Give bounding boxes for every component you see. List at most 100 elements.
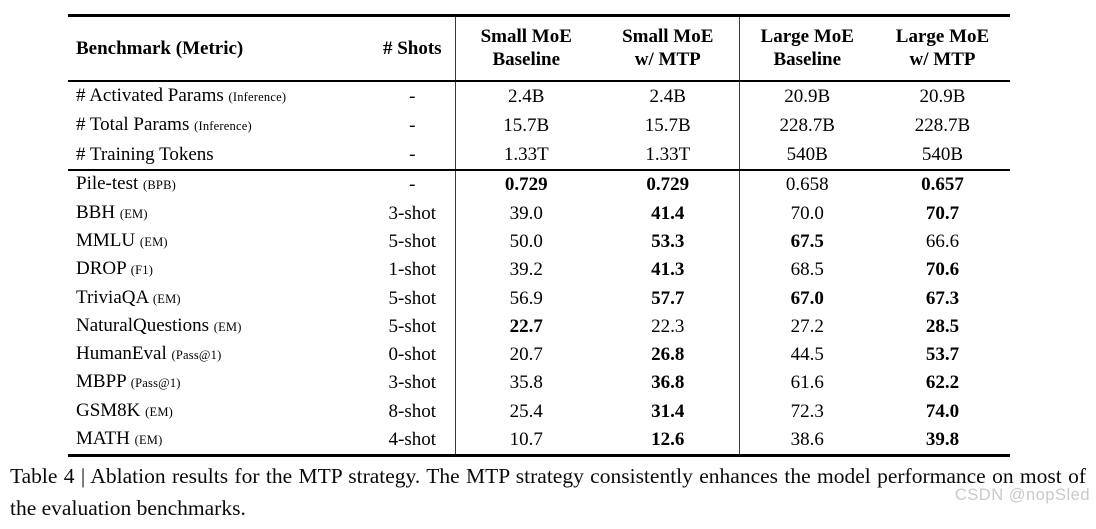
benchmark-cell: # Training Tokens — [68, 140, 370, 170]
header-large-moe-mtp: Large MoE w/ MTP — [875, 16, 1010, 82]
shots-cell: 1-shot — [388, 259, 437, 281]
value-cell: 0.657 — [921, 174, 964, 196]
table-row: MATH (EM) 4-shot 10.7 12.6 38.6 39.8 — [68, 425, 1010, 456]
table-row: GSM8K (EM) 8-shot 25.4 31.4 72.3 74.0 — [68, 397, 1010, 426]
value-cell: 39.8 — [925, 429, 960, 451]
header-small-moe-mtp: Small MoE w/ MTP — [597, 16, 739, 82]
benchmark-name: NaturalQuestions — [76, 314, 209, 336]
value-cell: 0.729 — [454, 170, 597, 200]
header-large-moe-baseline: Large MoE Baseline — [738, 15, 875, 81]
ablation-results-table: Benchmark (Metric) # Shots Small MoE Bas… — [68, 14, 1010, 457]
value-cell: 15.7B — [644, 114, 691, 136]
value-cell: 25.4 — [454, 397, 597, 426]
value-cell: 70.0 — [738, 199, 875, 228]
value-cell: 72.3 — [738, 397, 875, 426]
value-cell: 0.658 — [738, 170, 875, 200]
value-cell: 67.0 — [738, 284, 875, 313]
table-row: NaturalQuestions (EM) 5-shot 22.7 22.3 27.2 2… — [68, 312, 1010, 341]
table-row: # Training Tokens - 1.33T 1.33T 540B 540B — [68, 140, 1010, 170]
value-cell: 53.7 — [925, 344, 960, 366]
table-row: # Total Params (Inference) - 15.7B 15.7B 228… — [68, 111, 1010, 140]
header-small-moe-baseline: Small MoE Baseline — [454, 15, 597, 81]
value-cell: 540B — [738, 140, 875, 170]
benchmark-metric: (EM) — [152, 291, 181, 306]
value-cell: 2.4B — [454, 81, 597, 111]
benchmark-cell: HumanEval (Pass@1) — [68, 341, 370, 369]
value-cell: 41.4 — [651, 202, 685, 224]
value-cell: 44.5 — [738, 340, 875, 370]
benchmark-metric: (EM) — [119, 206, 148, 221]
value-cell: 74.0 — [925, 400, 960, 422]
benchmark-cell: NaturalQuestions (EM) — [68, 312, 370, 340]
shots-cell: - — [409, 174, 416, 196]
value-cell: 22.7 — [454, 312, 597, 341]
shots-cell: 5-shot — [388, 287, 437, 309]
value-cell: 39.0 — [454, 199, 597, 228]
benchmark-cell: # Total Params (Inference) — [68, 111, 370, 140]
value-cell: 50.0 — [454, 227, 597, 256]
benchmark-cell: GSM8K (EM) — [68, 397, 370, 425]
benchmark-name: # Activated Params — [76, 84, 224, 106]
value-cell: 57.7 — [651, 287, 685, 309]
benchmark-cell: MMLU (EM) — [68, 228, 370, 256]
watermark: CSDN @nopSled — [954, 486, 1090, 504]
header-benchmark: Benchmark (Metric) — [76, 37, 244, 59]
table-row: MBPP (Pass@1) 3-shot 35.8 36.8 61.6 62.2 — [68, 369, 1010, 398]
value-cell: 1.33T — [454, 140, 597, 170]
benchmark-name: GSM8K — [76, 399, 141, 421]
value-cell: 31.4 — [651, 400, 685, 422]
benchmark-metric: (Pass@1) — [171, 348, 222, 363]
value-cell: 10.7 — [454, 425, 597, 456]
benchmark-name: # Total Params — [76, 113, 190, 135]
value-cell: 27.2 — [738, 312, 875, 341]
shots-cell: 0-shot — [388, 344, 437, 366]
table-row: BBH (EM) 3-shot 39.0 41.4 70.0 70.7 — [68, 199, 1010, 228]
value-cell: 53.3 — [651, 230, 685, 252]
benchmark-metric: (Inference) — [194, 118, 252, 133]
value-cell: 0.729 — [646, 174, 690, 196]
value-cell: 20.9B — [738, 81, 875, 111]
benchmark-metric: (EM) — [213, 319, 242, 334]
value-cell: 38.6 — [738, 425, 875, 456]
value-cell: 70.7 — [925, 202, 960, 224]
value-cell: 12.6 — [651, 429, 685, 451]
value-cell: 15.7B — [454, 111, 597, 140]
value-cell: 228.7B — [914, 114, 971, 136]
benchmark-cell: # Activated Params (Inference) — [68, 81, 370, 111]
table-caption: Table 4 | Ablation results for the MTP s… — [10, 464, 1086, 520]
benchmark-name: HumanEval — [76, 343, 167, 365]
header-line1: Small MoE — [480, 26, 572, 47]
benchmark-metric: (F1) — [130, 263, 154, 278]
header-line2: w/ MTP — [634, 49, 701, 70]
benchmark-metric: (EM) — [145, 404, 174, 419]
value-cell: 62.2 — [925, 372, 960, 394]
table-row: HumanEval (Pass@1) 0-shot 20.7 26.8 44.5 53.7 — [68, 340, 1010, 370]
benchmark-cell: MATH (EM) — [68, 426, 370, 456]
shots-cell: 5-shot — [388, 230, 437, 252]
value-cell: 39.2 — [454, 255, 597, 285]
benchmark-metric: (BPB) — [143, 178, 176, 193]
benchmark-metric: (EM) — [139, 234, 168, 249]
benchmark-cell: MBPP (Pass@1) — [68, 369, 370, 397]
header-row: Benchmark (Metric) # Shots Small MoE Bas… — [68, 15, 1010, 82]
shots-cell: 3-shot — [388, 372, 437, 394]
benchmark-name: DROP — [76, 258, 126, 280]
params-section: # Activated Params (Inference) - 2.4B 2.4B 2… — [68, 81, 1010, 170]
value-cell: 41.3 — [651, 259, 685, 281]
benchmark-metric: (EM) — [134, 433, 163, 448]
value-cell: 22.3 — [651, 315, 685, 337]
benchmark-metric: (Pass@1) — [130, 376, 181, 391]
shots-cell: 3-shot — [388, 202, 437, 224]
header-line1: Large MoE — [895, 26, 990, 47]
value-cell: 67.5 — [738, 227, 875, 256]
shots-cell: - — [409, 85, 416, 107]
benchmark-cell: Pile-test (BPB) — [68, 170, 370, 199]
benchmark-name: MBPP — [76, 371, 126, 393]
shots-cell: 5-shot — [388, 315, 437, 337]
shots-cell: - — [409, 143, 416, 165]
header-line2: Baseline — [773, 49, 842, 70]
shots-cell: - — [409, 114, 416, 136]
table-header: Benchmark (Metric) # Shots Small MoE Bas… — [68, 15, 1010, 82]
benchmark-name: MATH — [76, 428, 130, 450]
